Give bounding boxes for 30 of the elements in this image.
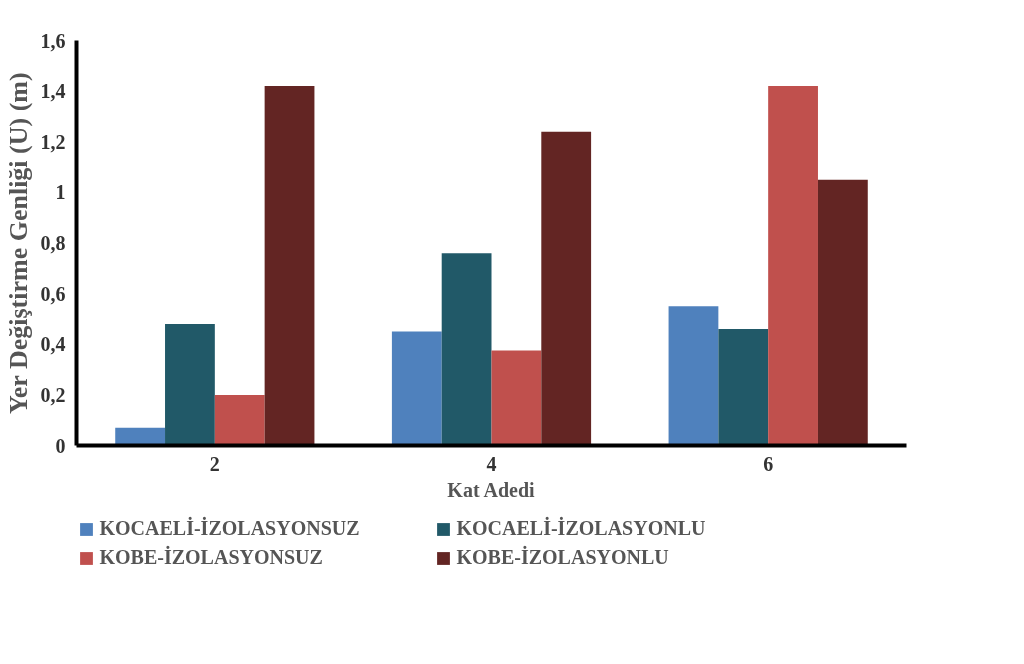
legend-label: KOBE-İZOLASYONLU [456,546,670,569]
x-tick-label: 6 [763,452,774,475]
bar [817,179,868,446]
bar [214,394,265,446]
bar [541,131,592,446]
bar [768,86,818,446]
y-tick-label: 1,6 [40,29,66,52]
bar [718,329,769,446]
y-tick-label: 0,6 [40,282,66,305]
bar [491,350,542,446]
y-tick-label: 0 [55,434,66,457]
y-tick-label: 0,4 [40,333,66,356]
x-axis-title: Kat Adedi [447,478,536,501]
bar [391,331,442,446]
x-tick-label: 2 [209,452,220,475]
y-tick-label: 1,4 [40,80,66,103]
y-tick-label: 0,8 [40,232,66,254]
legend-label: KOCAELİ-İZOLASYONLU [456,517,707,540]
x-tick-label: 4 [486,452,497,475]
bar [165,324,215,446]
y-tick-label: 0,2 [40,383,66,406]
bar [668,306,719,446]
bar [264,86,315,446]
y-axis-title: Yer Değiştirme Genliği (U) (m) [3,72,33,415]
y-tick-label: 1,2 [40,130,66,153]
legend-label: KOCAELİ-İZOLASYONSUZ [99,517,361,540]
bar [115,427,166,446]
legend-label: KOBE-İZOLASYONSUZ [99,546,324,569]
y-tick-label: 1 [55,181,66,204]
bar [441,253,492,446]
